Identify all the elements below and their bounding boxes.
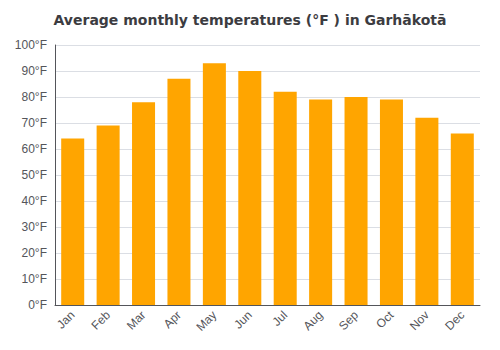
svg-text:50°F: 50°F bbox=[22, 168, 47, 182]
svg-text:60°F: 60°F bbox=[22, 142, 47, 156]
svg-text:10°F: 10°F bbox=[22, 272, 47, 286]
svg-text:0°F: 0°F bbox=[28, 298, 47, 312]
svg-text:Average monthly temperatures (: Average monthly temperatures (°F ) in Ga… bbox=[54, 12, 447, 28]
svg-text:Jun: Jun bbox=[231, 308, 255, 332]
svg-text:Nov: Nov bbox=[407, 308, 432, 333]
svg-text:Oct: Oct bbox=[373, 308, 397, 332]
svg-text:Feb: Feb bbox=[89, 308, 114, 333]
svg-text:Jan: Jan bbox=[54, 308, 78, 332]
svg-text:Jul: Jul bbox=[269, 308, 290, 329]
svg-text:May: May bbox=[193, 308, 219, 334]
svg-text:30°F: 30°F bbox=[22, 220, 47, 234]
svg-text:Sep: Sep bbox=[336, 308, 361, 333]
svg-text:100°F: 100°F bbox=[15, 38, 47, 52]
svg-text:40°F: 40°F bbox=[22, 194, 47, 208]
svg-text:Aug: Aug bbox=[301, 308, 326, 333]
svg-text:90°F: 90°F bbox=[22, 64, 47, 78]
svg-text:Apr: Apr bbox=[161, 308, 184, 331]
svg-text:70°F: 70°F bbox=[22, 116, 47, 130]
svg-text:20°F: 20°F bbox=[22, 246, 47, 260]
svg-text:Mar: Mar bbox=[124, 308, 149, 332]
svg-text:Dec: Dec bbox=[442, 308, 467, 333]
svg-text:80°F: 80°F bbox=[22, 90, 47, 104]
